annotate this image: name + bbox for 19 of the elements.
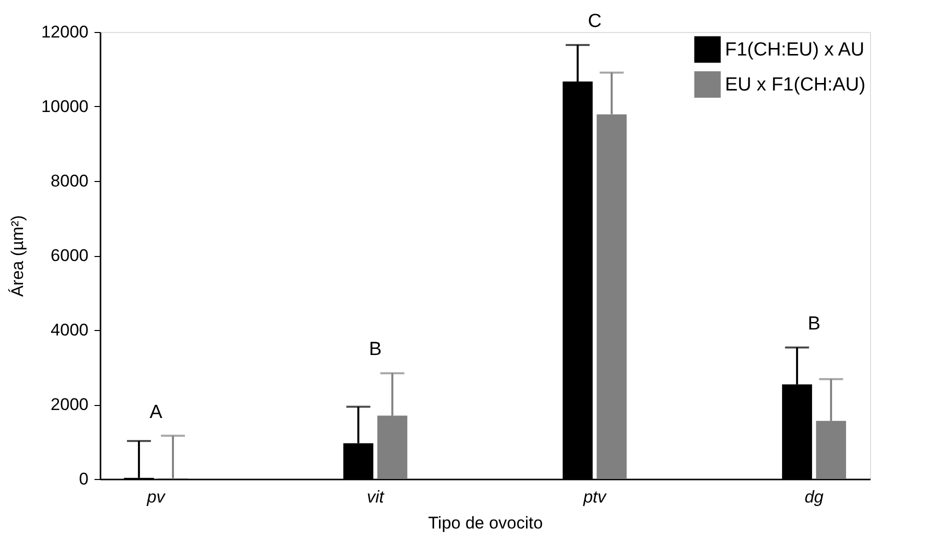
y-axis-title: Área (µm²) xyxy=(8,215,28,297)
y-tick-label: 10000 xyxy=(41,97,88,116)
annotation: B xyxy=(808,314,820,335)
y-tick-label: 4000 xyxy=(50,320,88,340)
annotation: A xyxy=(150,402,163,423)
y-tick-label: 0 xyxy=(79,470,88,488)
text: C xyxy=(588,11,602,32)
y-tick-label: 8000 xyxy=(50,172,88,190)
x-tick-label: pv xyxy=(146,488,166,506)
x-tick-label: dg xyxy=(804,488,824,506)
y-tick-label: 12000 xyxy=(41,22,88,42)
annotation: B xyxy=(368,339,382,360)
legend-label: F1(CH:EU) x AU xyxy=(725,40,864,60)
x-axis-title: Tipo de ovocito xyxy=(428,514,543,532)
x-tick-label: vit xyxy=(366,488,386,506)
y-tick-label: 2000 xyxy=(50,395,88,414)
x-tick-label: ptv xyxy=(582,488,608,506)
y-tick-label: 6000 xyxy=(50,246,88,265)
legend-label: EU x F1(CH:AU) xyxy=(725,74,866,96)
